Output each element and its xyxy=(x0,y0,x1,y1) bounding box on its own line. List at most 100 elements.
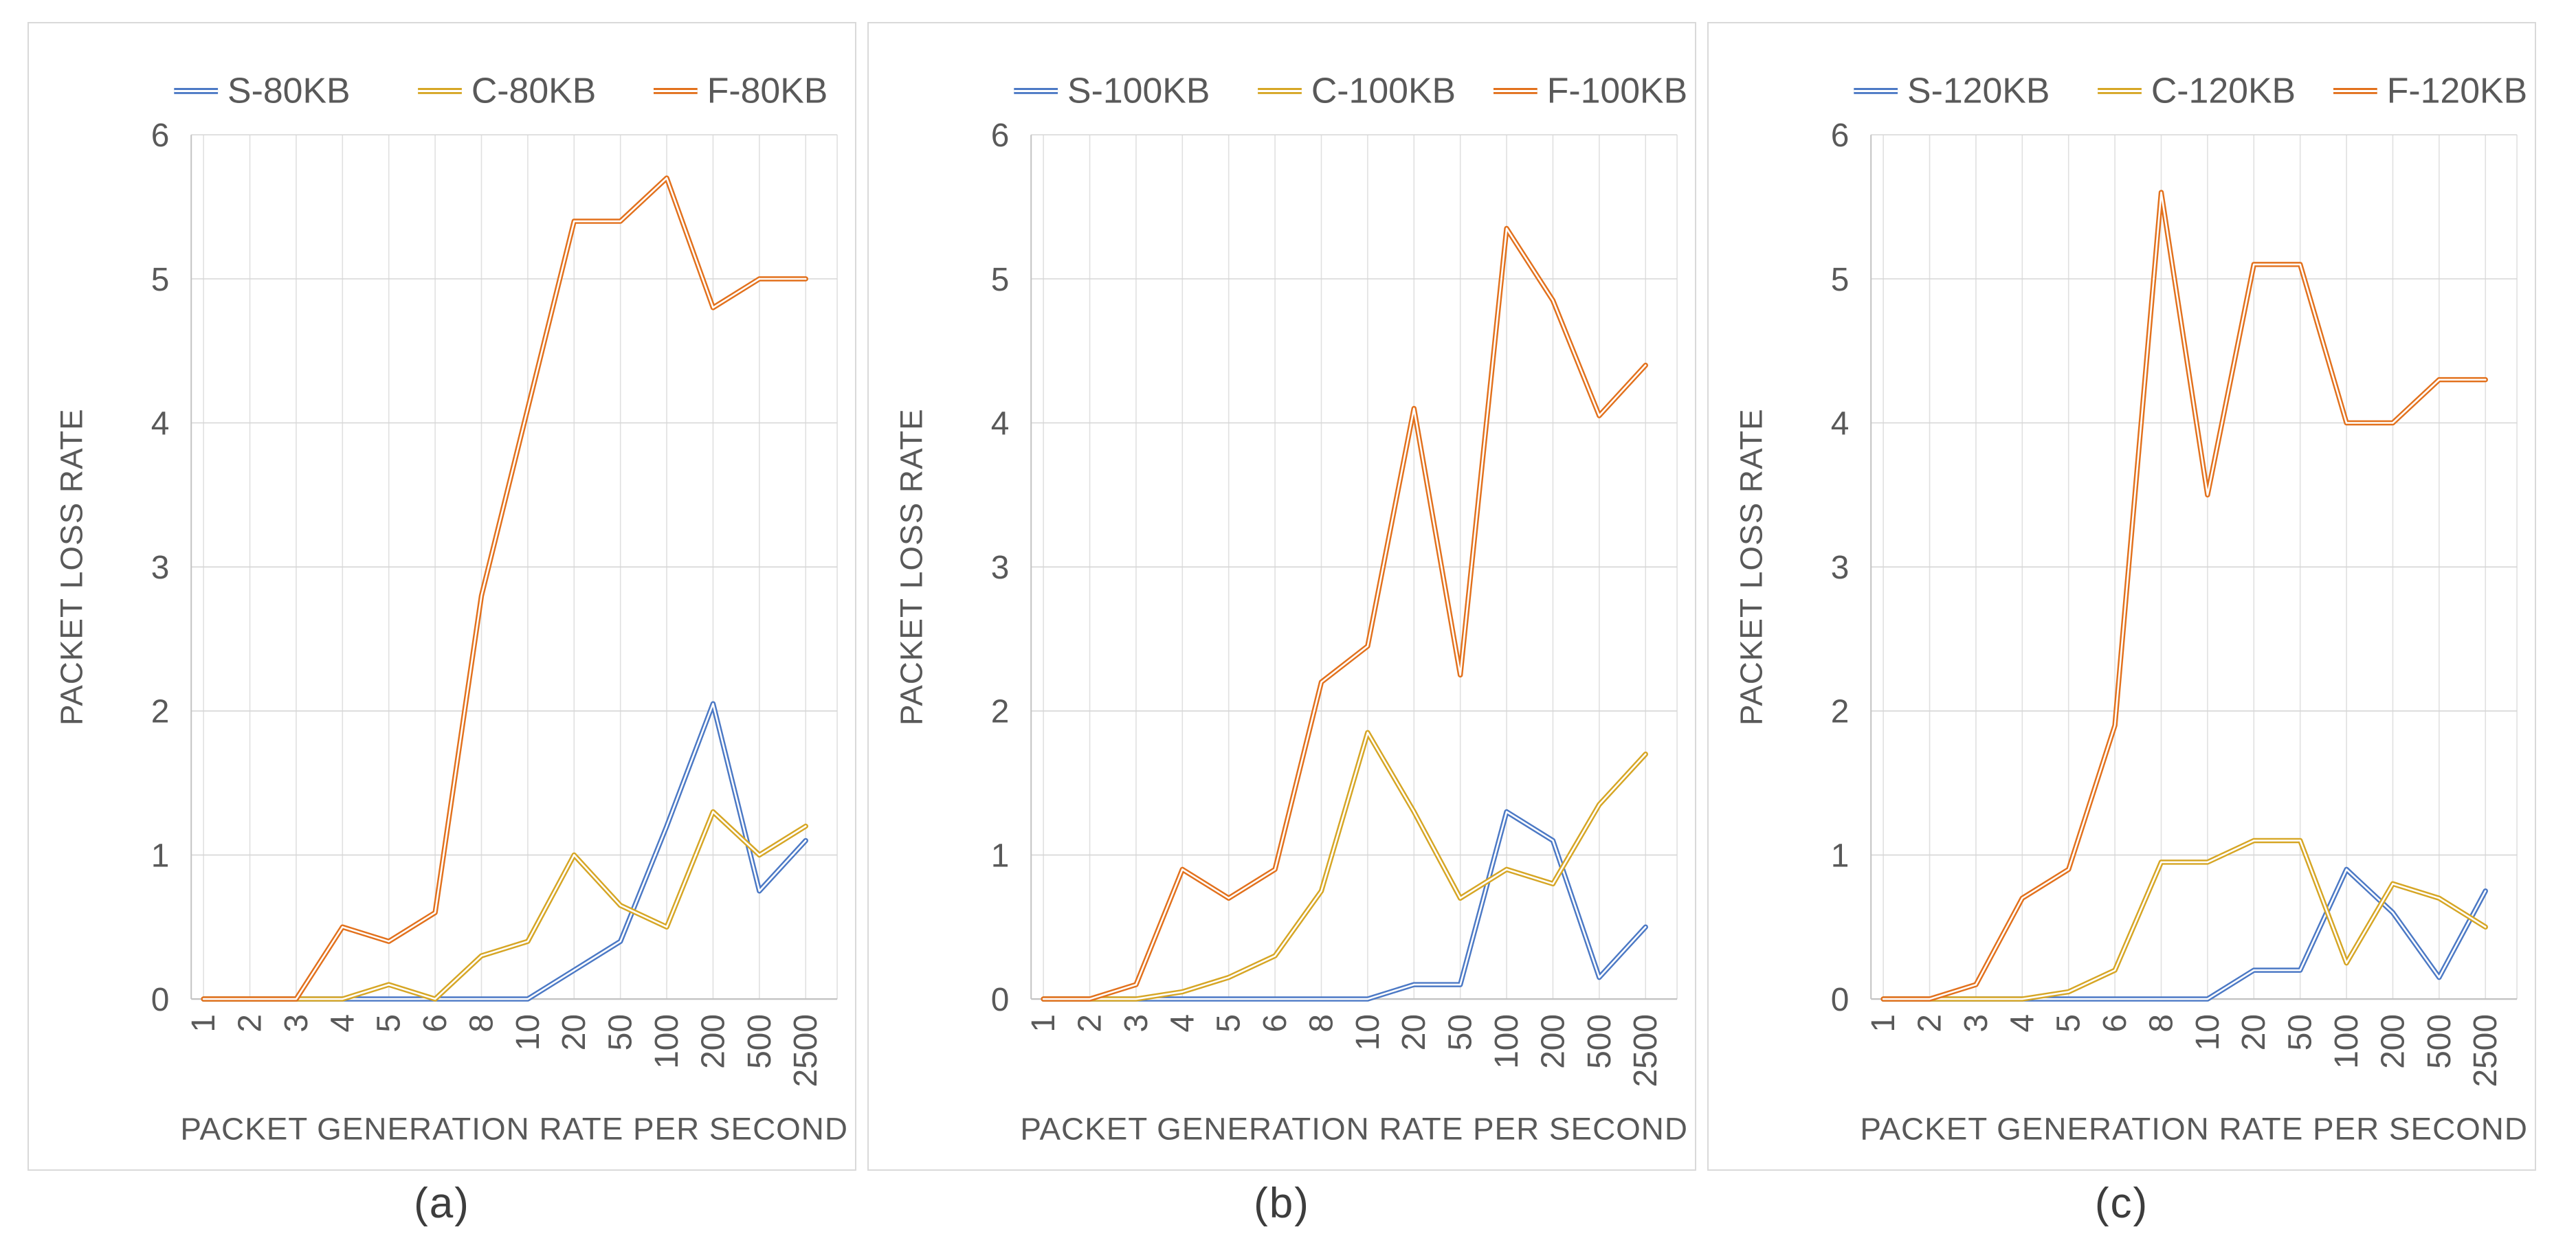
y-tick-label: 1 xyxy=(991,838,1010,874)
horizontal-gridlines xyxy=(191,134,838,856)
x-tick-label: 3 xyxy=(1118,1014,1155,1033)
x-tick-label: 50 xyxy=(1443,1014,1479,1051)
x-tick-label: 10 xyxy=(510,1014,546,1051)
y-tick-label: 0 xyxy=(1831,982,1850,1018)
x-tick-label: 3 xyxy=(1958,1014,1995,1033)
x-tick-label: 3 xyxy=(278,1014,315,1033)
x-tick-label: 10 xyxy=(1350,1014,1386,1051)
legend-label-F-120KB: F-120KB xyxy=(2387,70,2527,110)
series-line-F-120KB xyxy=(1880,190,2488,1002)
x-tick-label: 5 xyxy=(371,1014,408,1033)
x-tick-label: 50 xyxy=(2283,1014,2319,1051)
x-tick-label: 2500 xyxy=(788,1014,824,1087)
y-tick-label: 4 xyxy=(151,405,170,442)
chart-panel-a: 0 1 2 3 4 5 6 1 2 3 4 5 6 8 10 20 50 100 200 500 2500 PACKET … xyxy=(27,22,856,1171)
series-line-F-80KB xyxy=(201,175,808,1002)
y-tick-label: 6 xyxy=(991,117,1010,154)
x-tick-label: 200 xyxy=(2375,1014,2411,1069)
series-line-core-C-120KB xyxy=(1882,840,2487,1000)
chart-panel-b: 0 1 2 3 4 5 6 1 2 3 4 5 6 8 10 20 50 100 200 500 2500 PACKET … xyxy=(867,22,1696,1171)
y-tick-label: 2 xyxy=(991,694,1010,730)
series-line-core-F-120KB xyxy=(1882,191,2487,1000)
x-tick-label: 500 xyxy=(742,1014,778,1069)
x-tick-label: 200 xyxy=(695,1014,731,1069)
legend: S-100KB C-100KB F-100KB xyxy=(1014,70,1687,110)
y-tick-label: 1 xyxy=(1831,838,1850,874)
x-tick-label: 100 xyxy=(1489,1014,1525,1069)
legend-label-S-100KB: S-100KB xyxy=(1067,70,1210,110)
y-tick-label: 3 xyxy=(1831,550,1850,586)
x-axis-title: PACKET GENERATION RATE PER SECOND xyxy=(1860,1111,2528,1146)
y-axis-tick-labels: 0 1 2 3 4 5 6 xyxy=(151,117,170,1018)
x-axis-tick-labels: 1 2 3 4 5 6 8 10 20 50 100 200 500 2500 xyxy=(1025,1014,1664,1087)
x-tick-label: 8 xyxy=(1303,1014,1340,1033)
y-tick-label: 2 xyxy=(1831,694,1850,730)
x-tick-label: 2 xyxy=(1072,1014,1108,1033)
x-tick-label: 1 xyxy=(186,1014,222,1033)
series-line-C-100KB xyxy=(1041,730,1648,1002)
series-lines xyxy=(1041,225,1648,1002)
y-tick-label: 6 xyxy=(1831,117,1850,154)
series-line-core-F-80KB xyxy=(202,177,807,1000)
panel-caption-c: (c) xyxy=(2094,1180,2149,1227)
y-tick-label: 0 xyxy=(151,982,170,1018)
y-axis-tick-labels: 0 1 2 3 4 5 6 xyxy=(1831,117,1850,1018)
series-line-core-F-100KB xyxy=(1042,227,1647,1000)
legend-label-C-100KB: C-100KB xyxy=(1311,70,1456,110)
panel-caption-b: (b) xyxy=(1254,1180,1310,1227)
panel-caption-a: (a) xyxy=(414,1180,470,1227)
x-tick-label: 20 xyxy=(1396,1014,1432,1051)
x-tick-label: 6 xyxy=(1257,1014,1293,1033)
y-tick-label: 0 xyxy=(991,982,1010,1018)
y-tick-label: 3 xyxy=(991,550,1010,586)
x-tick-label: 1 xyxy=(1865,1014,1902,1033)
x-tick-label: 20 xyxy=(2236,1014,2272,1051)
horizontal-gridlines xyxy=(1031,134,1678,856)
legend-label-C-120KB: C-120KB xyxy=(2151,70,2296,110)
y-tick-label: 3 xyxy=(151,550,170,586)
x-tick-label: 100 xyxy=(2329,1014,2365,1069)
x-tick-label: 500 xyxy=(2421,1014,2458,1069)
series-line-C-80KB xyxy=(201,809,808,1002)
y-axis-title: PACKET LOSS RATE xyxy=(894,408,929,726)
series-lines xyxy=(1880,190,2488,1002)
x-tick-label: 10 xyxy=(2190,1014,2226,1051)
y-tick-label: 4 xyxy=(991,405,1010,442)
x-tick-label: 5 xyxy=(1211,1014,1247,1033)
x-tick-label: 2 xyxy=(232,1014,268,1033)
series-line-S-80KB xyxy=(201,701,808,1002)
y-tick-label: 5 xyxy=(151,262,170,298)
x-tick-label: 8 xyxy=(463,1014,500,1033)
series-line-core-S-120KB xyxy=(1882,868,2487,1000)
legend: S-80KB C-80KB F-80KB xyxy=(174,70,828,110)
x-tick-label: 6 xyxy=(2097,1014,2133,1033)
series-line-S-100KB xyxy=(1041,809,1648,1002)
y-tick-label: 5 xyxy=(1831,262,1850,298)
legend-label-F-80KB: F-80KB xyxy=(707,70,828,110)
x-tick-label: 2500 xyxy=(2467,1014,2504,1087)
x-tick-label: 100 xyxy=(649,1014,685,1069)
x-tick-label: 6 xyxy=(417,1014,454,1033)
legend-label-S-80KB: S-80KB xyxy=(227,70,351,110)
x-tick-label: 8 xyxy=(2143,1014,2179,1033)
y-axis-title: PACKET LOSS RATE xyxy=(1734,408,1769,726)
legend-label-F-100KB: F-100KB xyxy=(1547,70,1687,110)
x-axis-tick-labels: 1 2 3 4 5 6 8 10 20 50 100 200 500 2500 xyxy=(186,1014,824,1087)
y-axis-tick-labels: 0 1 2 3 4 5 6 xyxy=(991,117,1010,1018)
legend: S-120KB C-120KB F-120KB xyxy=(1854,70,2527,110)
legend-label-S-120KB: S-120KB xyxy=(1907,70,2050,110)
chart-panel-c: 0 1 2 3 4 5 6 1 2 3 4 5 6 8 10 20 50 100 200 500 2500 PACKET … xyxy=(1707,22,2536,1171)
series-line-core-C-80KB xyxy=(202,811,807,1000)
x-axis-tick-labels: 1 2 3 4 5 6 8 10 20 50 100 200 500 2500 xyxy=(1865,1014,2504,1087)
series-line-S-120KB xyxy=(1880,866,2488,1002)
x-axis-title: PACKET GENERATION RATE PER SECOND xyxy=(1020,1111,1688,1146)
y-tick-label: 5 xyxy=(991,262,1010,298)
x-tick-label: 1 xyxy=(1025,1014,1062,1033)
x-tick-label: 2 xyxy=(1911,1014,1948,1033)
x-tick-label: 4 xyxy=(2004,1014,2041,1033)
y-tick-label: 6 xyxy=(151,117,170,154)
y-tick-label: 1 xyxy=(151,838,170,874)
